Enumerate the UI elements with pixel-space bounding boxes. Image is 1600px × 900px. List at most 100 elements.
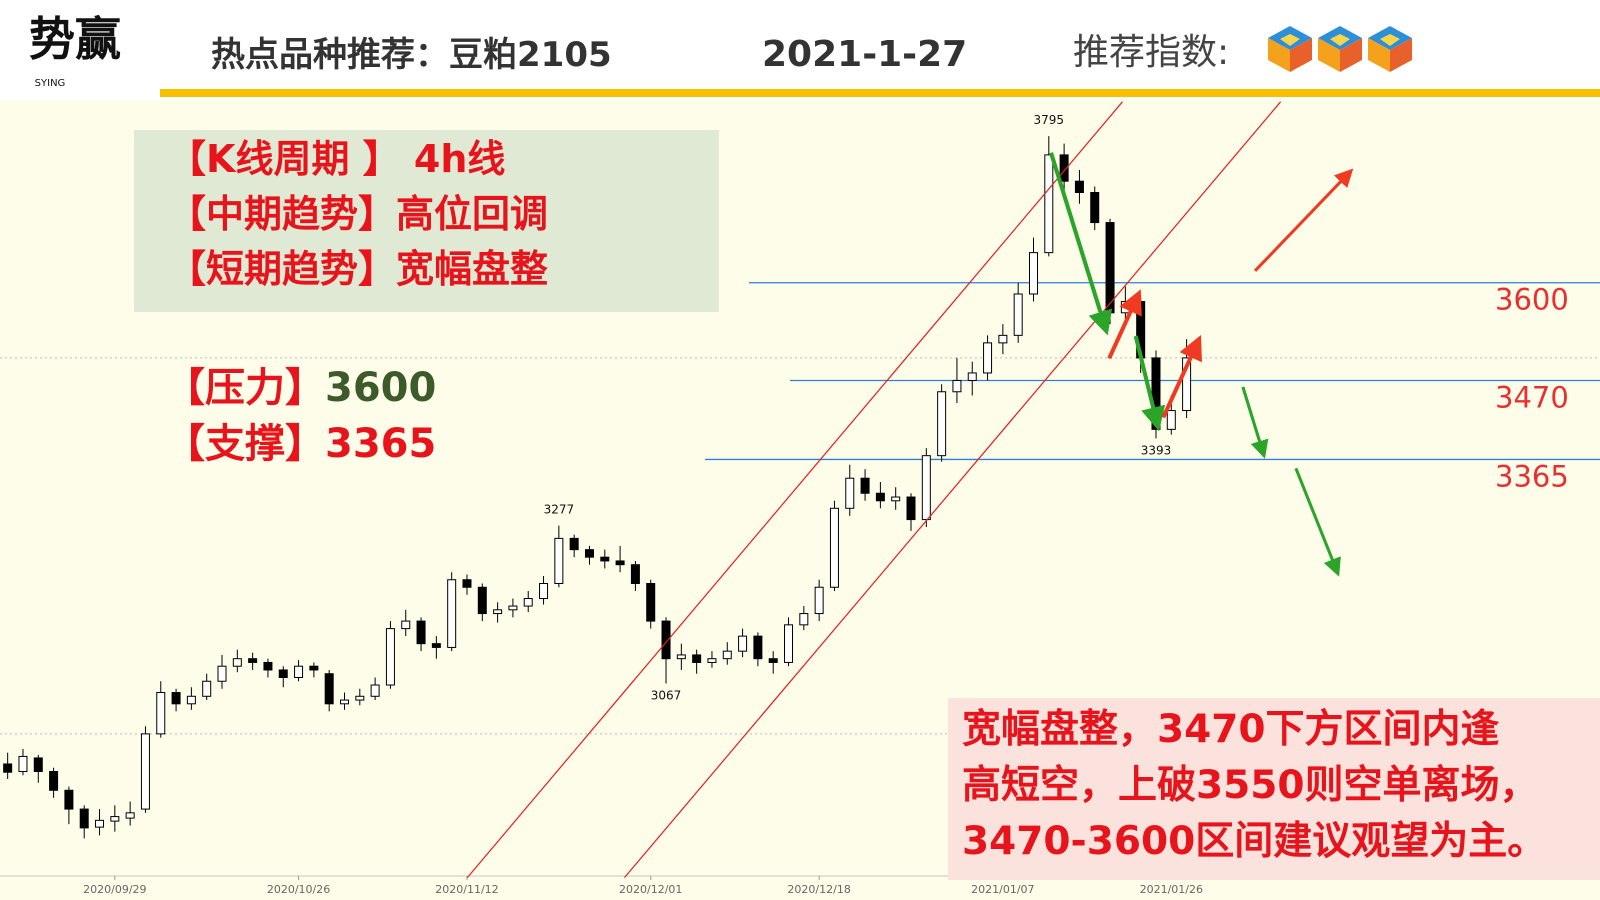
arrow-down <box>1133 335 1166 432</box>
candle-body <box>829 507 839 588</box>
date: 2021-1-27 <box>762 34 967 75</box>
candle-body <box>202 680 212 697</box>
candle-body <box>217 665 227 682</box>
candle-body <box>600 556 610 562</box>
level-value: 3600 <box>325 365 437 411</box>
candle-body <box>921 455 931 521</box>
candle-body <box>385 628 395 686</box>
candle-body <box>860 477 870 494</box>
candle-body <box>171 692 181 705</box>
channel-line <box>624 101 1282 878</box>
candle-body <box>493 609 503 615</box>
level-label: 3600 <box>1495 283 1569 317</box>
candle-body <box>416 620 426 645</box>
info-line: 【短期趋势】宽幅盘整 <box>168 247 549 291</box>
candle-body <box>508 605 518 611</box>
x-tick-label: 2021/01/07 <box>971 883 1034 896</box>
candle-body <box>232 658 242 667</box>
candle-body <box>1044 154 1054 254</box>
candle-body <box>845 477 855 509</box>
level-label: 3470 <box>1495 380 1569 414</box>
candle-body <box>1074 180 1084 193</box>
candle-body <box>1013 293 1023 336</box>
level-row: 【压力】3600 <box>165 360 436 416</box>
candle-body <box>676 654 686 660</box>
extreme-label: 3393 <box>1141 443 1172 457</box>
candle-body <box>294 665 304 678</box>
candle-body <box>814 586 824 615</box>
candle-body <box>401 620 411 630</box>
header-rule <box>160 89 1600 97</box>
candle-body <box>799 613 809 626</box>
candle-body <box>630 564 640 584</box>
rating-icons <box>1268 26 1412 72</box>
level-row: 【支撑】3365 <box>165 416 436 472</box>
comment-line: 高短空，上破3550则空单离场， <box>962 763 1539 808</box>
candle-body <box>156 692 166 735</box>
candle-body <box>707 658 717 663</box>
candle-body <box>186 695 196 705</box>
candle-body <box>248 658 258 663</box>
candle-body <box>692 654 702 663</box>
candle-body <box>768 658 778 663</box>
candle-body <box>646 582 656 622</box>
candle-body <box>447 579 457 648</box>
extreme-label: 3795 <box>1034 113 1065 127</box>
x-tick-label: 2021/01/26 <box>1140 883 1203 896</box>
candle-body <box>998 334 1008 344</box>
x-tick-label: 2020/09/29 <box>83 883 146 896</box>
comment-line: 宽幅盘整，3470下方区间内逢 <box>962 707 1500 752</box>
candle-body <box>477 586 487 615</box>
extreme-label: 3277 <box>544 503 575 517</box>
candle-body <box>324 673 334 705</box>
candle-body <box>3 763 13 773</box>
info-line: 【K线周期 】 4h线 <box>168 137 506 181</box>
candle-body <box>140 733 150 810</box>
candle-body <box>539 582 549 600</box>
x-tick-label: 2020/12/01 <box>619 883 682 896</box>
candle-body <box>615 560 625 566</box>
arrow-up <box>1161 335 1202 419</box>
arrow-up <box>1253 168 1354 272</box>
logo: 势赢 <box>29 12 121 66</box>
candle-body <box>1166 410 1176 430</box>
candle-body <box>784 624 794 663</box>
candle-body <box>125 812 135 819</box>
candle-body <box>738 635 748 652</box>
arrow-down <box>1294 467 1341 577</box>
candle-body <box>1090 191 1100 224</box>
candle-body <box>339 699 349 705</box>
candle-body <box>569 537 579 551</box>
x-tick-label: 2020/12/18 <box>787 883 850 896</box>
annotations <box>466 101 1354 878</box>
candle-body <box>983 342 993 374</box>
candle-body <box>753 635 763 660</box>
candle-body <box>95 819 105 828</box>
candle-body <box>967 372 977 381</box>
candle-body <box>875 492 885 502</box>
candle-body <box>355 695 365 701</box>
extreme-label: 3067 <box>651 689 682 703</box>
candle-body <box>906 496 916 521</box>
title: 热点品种推荐：豆粕2105 <box>211 35 612 75</box>
comment-box: 宽幅盘整，3470下方区间内逢 高短空，上破3550则空单离场， 3470-36… <box>948 698 1600 880</box>
candle-body <box>110 816 120 822</box>
x-tick-label: 2020/11/12 <box>435 883 498 896</box>
candle-body <box>64 789 74 810</box>
candle-body <box>1028 252 1038 295</box>
candle-body <box>952 379 962 393</box>
candle-body <box>18 755 28 772</box>
arrow-down <box>1241 386 1269 459</box>
candle-body <box>661 620 671 660</box>
candle-body <box>33 757 43 772</box>
level-label: 【支撑】 <box>165 421 325 467</box>
candle-body <box>523 598 533 607</box>
candle-body <box>1120 301 1130 314</box>
levels-text: 【压力】3600 【支撑】3365 <box>165 360 436 472</box>
arrow-up <box>1107 289 1142 360</box>
rating-label: 推荐指数: <box>1073 32 1229 73</box>
x-tick-label: 2020/10/26 <box>267 883 330 896</box>
level-value: 3365 <box>325 421 437 467</box>
